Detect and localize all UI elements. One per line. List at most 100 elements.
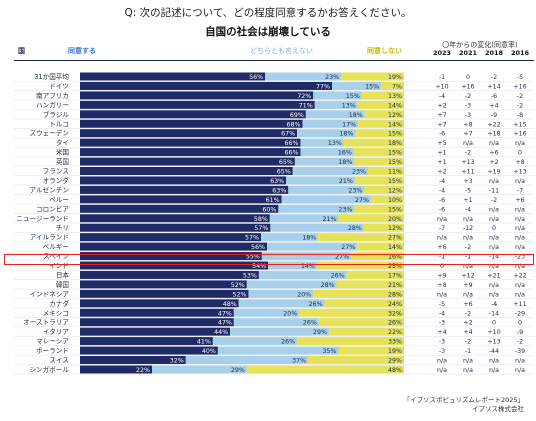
data-label-neutral: 35%: [323, 348, 337, 355]
data-label-agree: 22%: [136, 367, 150, 374]
data-label-agree: 66%: [284, 150, 298, 157]
change-value: n/a: [515, 216, 525, 223]
data-label-neutral: 17%: [342, 121, 356, 128]
bar-neutral: [314, 100, 358, 109]
category-label: マレーシア: [36, 338, 69, 346]
change-value: +10: [435, 83, 448, 90]
category-label: インド: [49, 262, 69, 270]
change-value: -6: [491, 93, 497, 100]
change-value: -2: [517, 102, 523, 109]
change-value: -6: [439, 197, 445, 204]
data-label-neutral: 29%: [231, 367, 245, 374]
change-value: +2: [437, 169, 446, 176]
category-label: ポーランド: [36, 347, 69, 355]
bar-neutral: [313, 91, 362, 100]
bar-disagree: [354, 176, 404, 185]
change-value: n/a: [437, 235, 447, 242]
data-label-disagree: 13%: [388, 93, 402, 100]
data-label-agree: 63%: [270, 178, 284, 185]
bar-disagree: [341, 72, 404, 81]
data-label-agree: 52%: [232, 291, 246, 298]
change-value: n/a: [489, 263, 499, 270]
data-label-disagree: 24%: [388, 301, 402, 308]
data-label-neutral: 23%: [348, 187, 362, 194]
bar-agree: [80, 81, 332, 90]
year-header-2023: 2023: [432, 49, 452, 57]
data-label-neutral: 18%: [302, 235, 316, 242]
change-value: +4: [489, 102, 498, 109]
bar-neutral: [233, 308, 300, 317]
change-value: -8: [517, 112, 523, 119]
data-label-neutral: 26%: [303, 320, 317, 327]
category-label: スウェーデン: [29, 129, 69, 138]
change-value: n/a: [437, 291, 447, 298]
change-value: -4: [439, 187, 445, 194]
category-label: アルゼンチン: [30, 185, 70, 194]
data-label-neutral: 18%: [338, 159, 352, 166]
change-value: n/a: [515, 206, 525, 213]
data-label-disagree: 16%: [388, 254, 402, 261]
change-value: +7: [437, 121, 446, 128]
bar-neutral: [286, 176, 355, 185]
bar-agree: [80, 167, 293, 175]
bar-neutral: [302, 119, 359, 128]
bar-neutral: [288, 185, 365, 194]
change-value: +22: [487, 121, 500, 128]
data-label-agree: 60%: [262, 206, 276, 213]
data-label-disagree: 48%: [388, 367, 402, 374]
change-value: n/a: [515, 358, 525, 365]
change-value: +11: [513, 301, 526, 308]
change-value: +6: [437, 244, 446, 251]
change-value: +14: [487, 83, 500, 90]
change-value: n/a: [463, 291, 473, 298]
change-value: n/a: [489, 140, 499, 147]
data-label-agree: 47%: [218, 310, 232, 317]
change-value: n/a: [489, 367, 499, 374]
bar-disagree: [357, 242, 404, 251]
bar-agree: [80, 242, 268, 251]
data-label-agree: 58%: [254, 216, 268, 223]
bar-agree: [80, 261, 269, 270]
category-label: ペルー: [49, 196, 69, 204]
change-value: +6: [515, 197, 524, 204]
bar-disagree: [354, 157, 404, 166]
category-label: 日本: [56, 270, 70, 279]
data-label-disagree: 14%: [388, 121, 402, 128]
bar-agree: [80, 356, 186, 364]
change-value: -4: [439, 310, 445, 317]
data-label-disagree: 14%: [388, 102, 402, 109]
change-value: n/a: [437, 367, 447, 374]
bar-disagree: [246, 365, 404, 374]
bar-agree: [80, 214, 270, 223]
data-label-agree: 68%: [287, 121, 301, 128]
category-label: ドイツ: [49, 82, 69, 90]
data-label-neutral: 18%: [349, 112, 363, 119]
bar-neutral: [269, 214, 339, 223]
data-label-neutral: 23%: [325, 74, 339, 81]
change-value: -14: [489, 254, 499, 261]
change-value: -2: [465, 310, 471, 317]
change-value: -2: [465, 339, 471, 346]
bar-agree: [80, 223, 271, 232]
bar-neutral: [297, 129, 356, 138]
change-value: +2: [463, 320, 472, 327]
bar-agree: [80, 185, 289, 194]
data-label-agree: 57%: [254, 225, 268, 232]
change-value: +7: [463, 131, 472, 138]
bar-neutral: [292, 167, 368, 175]
change-value: -2: [517, 339, 523, 346]
data-label-disagree: 18%: [388, 140, 402, 147]
change-value: -9: [517, 329, 523, 336]
bar-disagree: [318, 233, 404, 242]
change-value: +2: [489, 159, 498, 166]
bar-agree: [80, 148, 301, 157]
change-value: +21: [487, 272, 500, 279]
data-label-neutral: 26%: [309, 301, 323, 308]
bar-agree: [80, 157, 295, 166]
category-label: 英国: [56, 157, 70, 166]
data-label-disagree: 11%: [388, 169, 402, 176]
bar-neutral: [332, 81, 382, 90]
bar-agree: [80, 337, 213, 346]
bar-neutral: [212, 337, 298, 346]
change-value: n/a: [515, 263, 525, 270]
